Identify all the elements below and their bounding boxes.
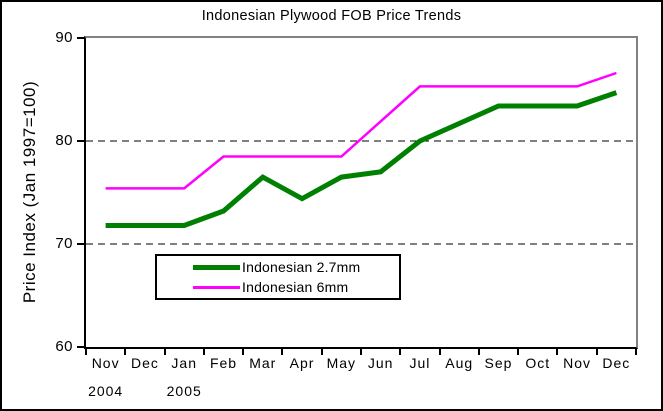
x-tick-mark: [124, 349, 127, 355]
x-tick-label: Nov: [91, 355, 120, 371]
legend-label: Indonesian 6mm: [242, 279, 349, 295]
x-tick-label: Jan: [171, 355, 197, 371]
y-tick-label: 70: [55, 235, 73, 252]
x-tick-mark: [281, 349, 284, 355]
x-tick-mark: [635, 349, 637, 355]
x-tick-label: Sep: [484, 355, 513, 371]
y-tick-mark: [77, 346, 85, 348]
x-tick-mark: [163, 349, 166, 355]
x-tick-mark: [320, 349, 323, 355]
x-tick-label: Aug: [445, 355, 474, 371]
x-tick-mark: [517, 349, 520, 355]
x-tick-mark: [595, 349, 598, 355]
y-tick-mark: [77, 243, 85, 245]
y-axis-title: Price Index (Jan 1997=100): [20, 80, 39, 304]
x-tick-label: Nov: [563, 355, 592, 371]
x-tick-label: Jun: [367, 355, 394, 371]
x-tick-label: Jul: [409, 355, 431, 371]
y-tick-label: 80: [55, 132, 73, 149]
x-tick-label: Apr: [289, 355, 315, 371]
x-tick-mark: [438, 349, 441, 355]
y-tick-label: 60: [55, 338, 73, 355]
x-tick-mark: [477, 349, 480, 355]
x-tick-mark: [556, 349, 559, 355]
y-tick-label: 90: [55, 29, 73, 46]
x-tick-label: Dec: [130, 355, 159, 371]
chart-title: Indonesian Plywood FOB Price Trends: [201, 8, 462, 24]
legend-line-sample-0: [193, 264, 240, 270]
x-tick-mark: [242, 349, 245, 355]
x-tick-label: Dec: [602, 355, 631, 371]
plot-canvas: [86, 71, 636, 245]
legend-line-sample-1: [193, 285, 240, 289]
plot-area: [84, 36, 638, 349]
x-tick-label: Mar: [249, 355, 277, 371]
series-line-0: [105, 90, 618, 228]
legend-label: Indonesian 2.7mm: [242, 259, 361, 275]
x-tick-mark: [399, 349, 402, 355]
series-line-1: [105, 71, 617, 190]
x-year-label: 2005: [166, 383, 202, 399]
x-tick-mark: [85, 349, 87, 355]
y-tick-mark: [77, 140, 85, 142]
legend-item: Indonesian 2.7mm: [157, 259, 399, 275]
x-tick-mark: [360, 349, 362, 355]
x-tick-label: May: [326, 355, 357, 371]
y-tick-mark: [77, 37, 85, 39]
legend-item: Indonesian 6mm: [157, 279, 399, 295]
x-tick-label: Feb: [209, 355, 238, 371]
x-tick-label: Oct: [525, 355, 551, 371]
legend: Indonesian 2.7mm Indonesian 6mm: [155, 254, 401, 300]
x-year-label: 2004: [88, 383, 124, 399]
x-tick-mark: [202, 349, 205, 355]
